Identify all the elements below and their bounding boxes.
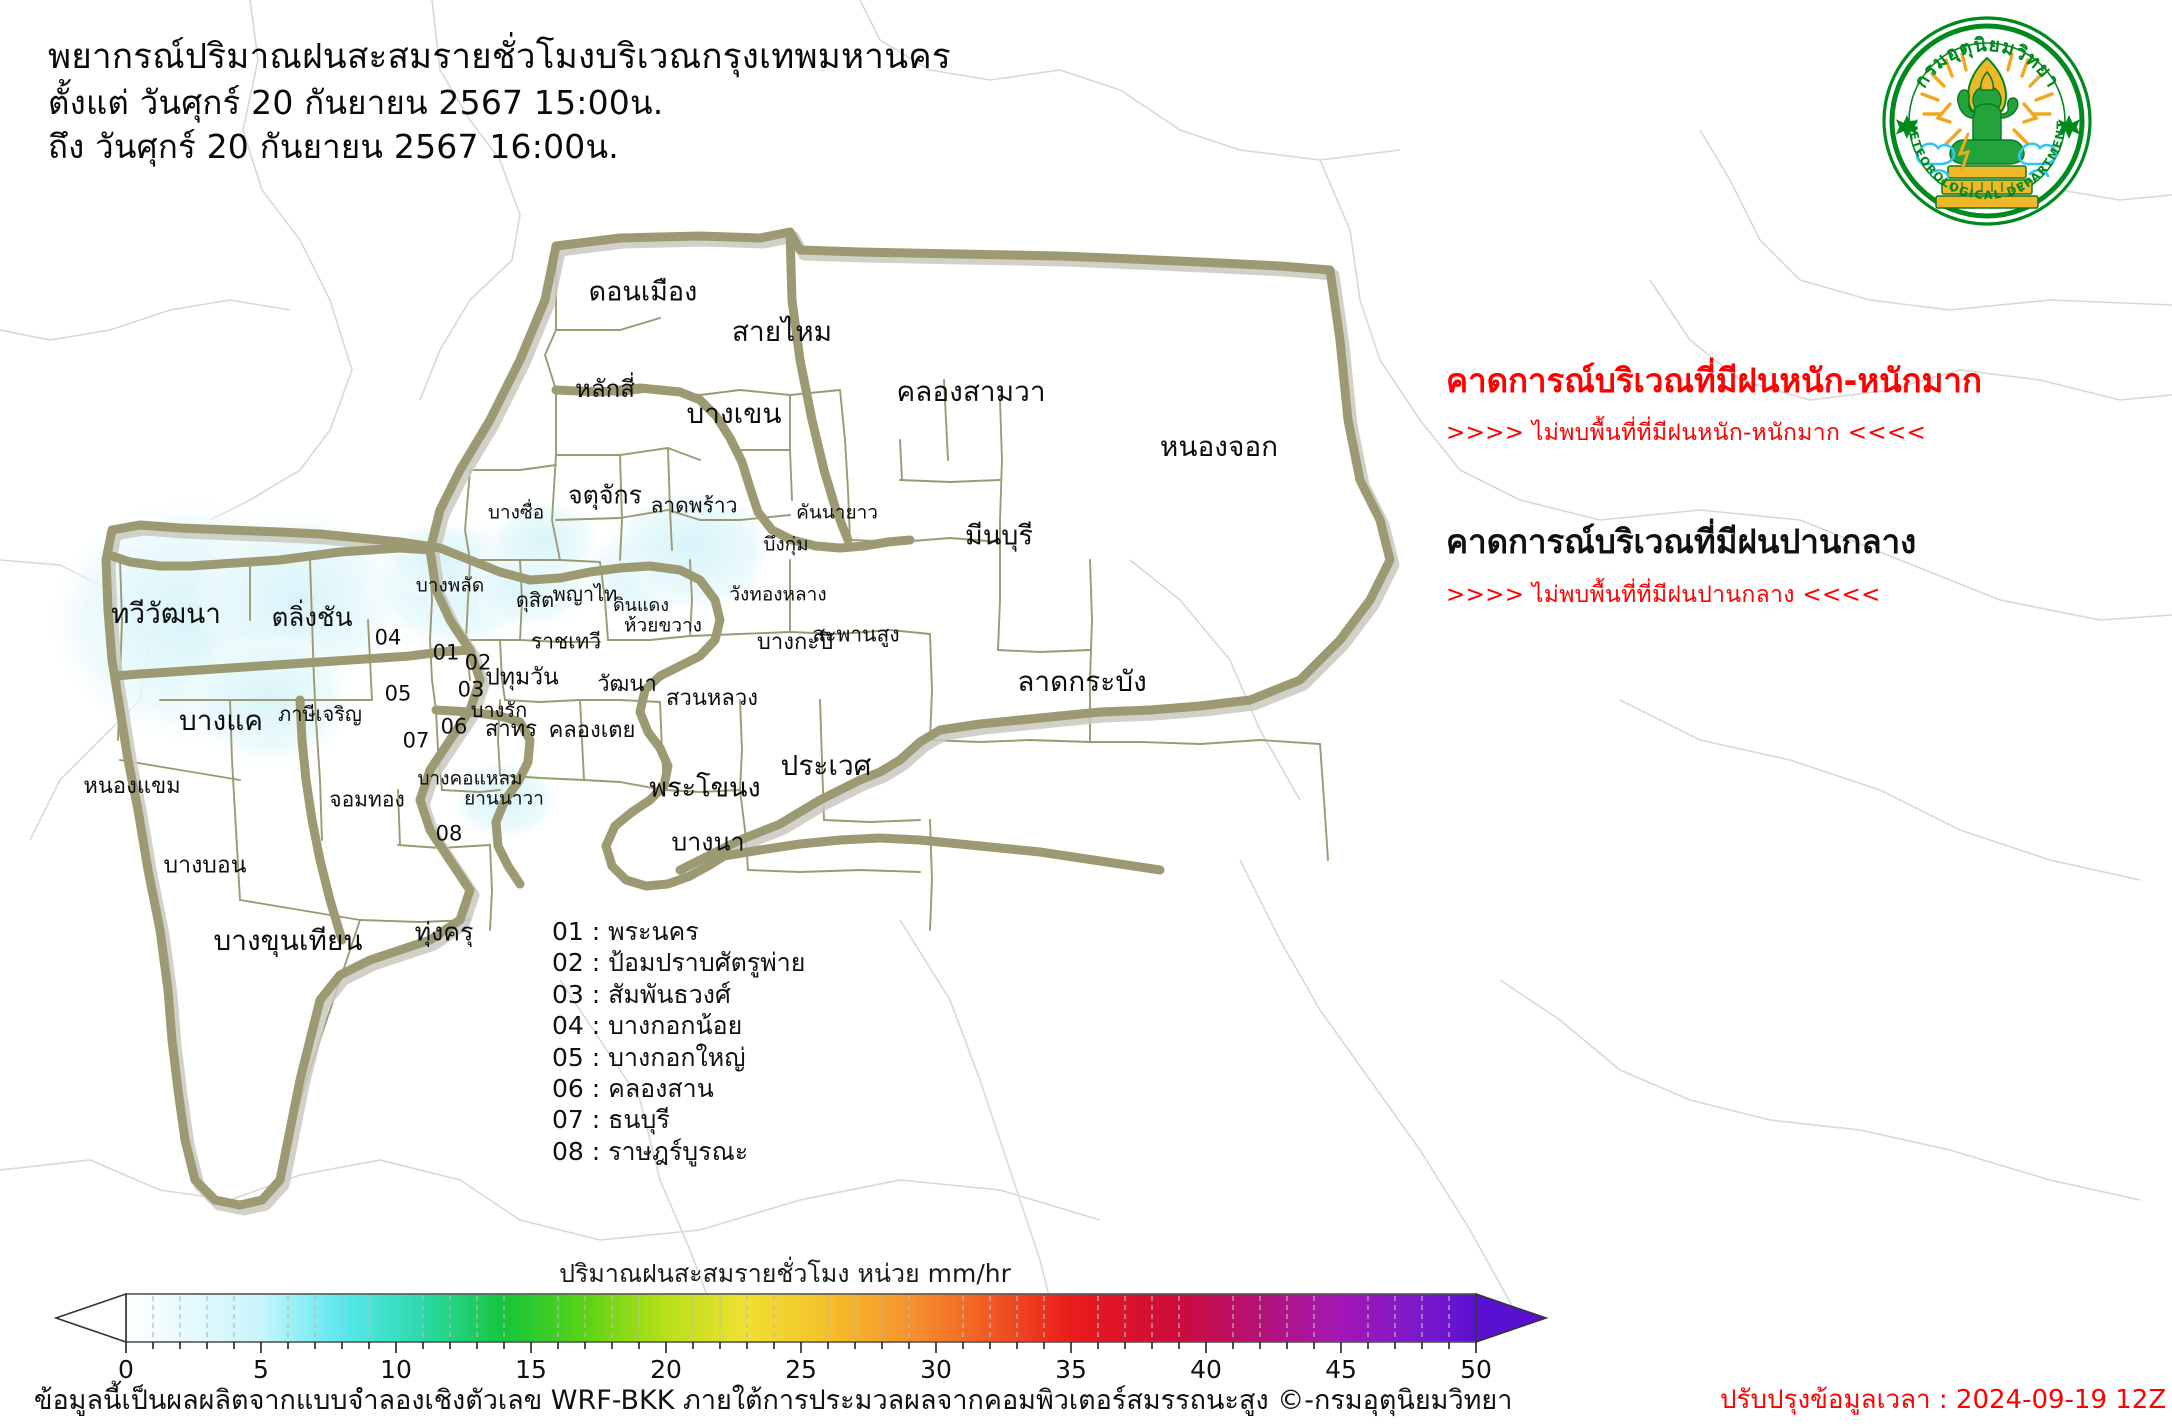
district-label: คันนายาว [796,501,878,524]
district-label: ปทุมวัน [485,664,559,691]
district-label: บางนา [671,827,745,857]
district-label: หลักสี่ [575,375,635,403]
district-label: วัฒนา [597,672,657,697]
district-label: สายไหม [731,315,833,348]
district-code-key: 01 : พระนคร 02 : ป้อมปราบศัตรูพ่าย 03 : … [552,916,805,1167]
district-label: ทุ่งครุ [414,917,474,947]
colorbar-tick-label: 5 [253,1355,269,1384]
district-label: ประเวศ [780,749,872,782]
header-titles: พยากรณ์ปริมาณฝนสะสมรายชั่วโมงบริเวณกรุงเ… [48,34,951,169]
district-label: บางซื่อ [487,501,545,524]
code-key-row: 02 : ป้อมปราบศัตรูพ่าย [552,948,806,978]
tmd-logo: กรมอุตุนิยมวิทยา METEOROLOGICAL DEPARTME… [1880,14,2094,228]
district-label: หนองจอก [1159,430,1279,463]
heavy-rain-note: >>>> ไม่พบพื้นที่ที่มีฝนหนัก-หนักมาก <<<… [1446,420,1927,447]
colorbar-tick-label: 25 [785,1355,817,1384]
district-label: ยานนาวา [464,787,544,810]
district-label: 04 [374,625,402,650]
district-label: คลองสามวา [896,375,1046,408]
district-label: สาทร [484,717,538,742]
colorbar-gradient [125,1293,1477,1343]
rain-warning-legend: คาดการณ์บริเวณที่มีฝนหนัก-หนักมาก >>>> ไ… [1446,360,2126,613]
district-label: ห้วยขวาง [624,614,702,637]
forecast-start-time: ตั้งแต่ วันศุกร์ 20 กันยายน 2567 15:00น. [48,82,664,122]
colorbar-tick-label: 15 [515,1355,547,1384]
code-key-row: 07 : ธนบุรี [552,1105,670,1135]
colorbar-tick-label: 20 [650,1355,682,1384]
district-label: บางบอน [163,852,247,879]
colorbar-low-arrow [53,1292,127,1344]
district-label: สวนหลวง [666,686,758,711]
colorbar-tick-label: 30 [920,1355,952,1384]
moderate-rain-note: >>>> ไม่พบพื้นที่ที่มีฝนปานกลาง <<<< [1446,581,1881,608]
code-key-row: 08 : ราษฎร์บูรณะ [552,1136,749,1166]
footer-source-text: ข้อมูลนี้เป็นผลผลิตจากแบบจำลองเชิงตัวเลข… [34,1384,1513,1416]
code-key-row: 05 : บางกอกใหญ่ [552,1042,746,1072]
district-label: ดินแดง [612,595,670,616]
district-label: 08 [435,821,463,846]
footer-bar: ข้อมูลนี้เป็นผลผลิตจากแบบจำลองเชิงตัวเลข… [0,1376,2172,1422]
district-label: บางเขน [686,397,782,430]
colorbar-svg: 0 5 10 15 20 25 30 35 40 45 50 [53,1292,1549,1384]
district-label: ลาดกระบัง [1017,665,1147,698]
district-label: พญาไท [552,582,618,606]
footer-update-time: ปรับปรุงข้อมูลเวลา : 2024-09-19 12Z [1720,1384,2167,1415]
moderate-rain-heading: คาดการณ์บริเวณที่มีฝนปานกลาง [1446,522,1917,562]
district-label: 06 [440,714,468,739]
heavy-rain-heading: คาดการณ์บริเวณที่มีฝนหนัก-หนักมาก [1446,361,1982,400]
district-label: 07 [402,728,430,753]
page-title: พยากรณ์ปริมาณฝนสะสมรายชั่วโมงบริเวณกรุงเ… [48,37,951,77]
district-label: สะพานสูง [812,622,900,647]
colorbar-tick-label: 10 [380,1355,412,1384]
district-label: ดุสิต [515,588,555,612]
district-label: จอมทอง [329,787,405,812]
district-label: พระโขนง [649,772,761,804]
district-label: ราชเทวี [530,629,602,654]
district-label: คลองเตย [548,718,636,743]
forecast-end-time: ถึง วันศุกร์ 20 กันยายน 2567 16:00น. [48,127,619,167]
district-label: ดอนเมือง [588,276,698,308]
district-label: 05 [384,681,412,706]
district-label: บางแค [179,704,263,737]
district-label: ตลิ่งชัน [271,603,353,633]
district-label: บางขุนเทียน [213,924,363,957]
district-label: บางรัก [470,698,528,722]
district-label: หนองแขม [83,774,181,799]
district-label: บางคอแหลม [417,767,523,790]
tmd-seal-icon: กรมอุตุนิยมวิทยา METEOROLOGICAL DEPARTME… [1882,16,2092,226]
district-label: บึงกุ่ม [763,533,809,556]
district-label: บางกะปิ [756,630,834,655]
rainfall-colorbar: 0 5 10 15 20 25 30 35 40 45 50 [46,1288,1616,1384]
district-label: ภาษีเจริญ [278,702,362,726]
code-key-row: 04 : บางกอกน้อย [552,1011,743,1041]
district-label: ลาดพร้าว [650,493,738,518]
code-key-row: 01 : พระนคร [552,917,699,946]
colorbar-tick-label: 0 [118,1355,134,1384]
colorbar-high-arrow [1475,1292,1549,1344]
district-label: บางพลัด [415,574,485,597]
district-label: 03 [457,677,485,702]
code-key-row: 06 : คลองสาน [552,1073,714,1103]
legend-spacer [1446,451,2126,521]
district-label: 02 [464,650,492,675]
colorbar-title: ปริมาณฝนสะสมรายชั่วโมง หน่วย mm/hr [559,1259,1011,1288]
code-key-row: 03 : สัมพันธวงศ์ [552,979,731,1009]
colorbar-tick-label: 45 [1325,1355,1357,1384]
colorbar-tick-label: 50 [1460,1355,1492,1384]
colorbar-tick-label: 35 [1055,1355,1087,1384]
district-label: มีนบุรี [965,520,1033,552]
district-label: 01 [432,640,460,665]
district-label: จตุจักร [567,480,643,510]
colorbar-tick-label: 40 [1190,1355,1222,1384]
district-label: ทวีวัฒนา [110,597,222,630]
district-label: วังทองหลาง [729,583,827,606]
